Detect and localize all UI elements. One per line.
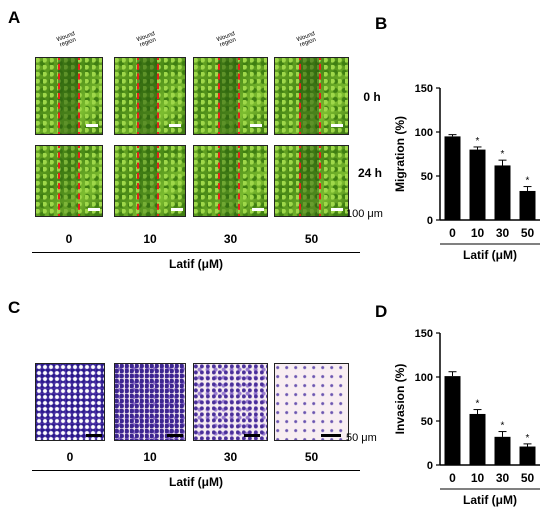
bar (519, 190, 536, 220)
bar (494, 436, 511, 465)
time-label-24h: 24 h (357, 166, 382, 180)
dose-label-30: 30 (223, 232, 238, 246)
divider-line (32, 470, 360, 471)
time-label-0h: 0 h (363, 90, 381, 104)
bar (519, 446, 536, 465)
scratch-image-0uM-24h (35, 145, 103, 217)
wound-region-label: Wound region (216, 31, 237, 49)
invasion-image-50uM (274, 363, 349, 441)
y-tick-label: 150 (415, 328, 433, 340)
panel-letter-a: A (8, 8, 21, 27)
y-tick-label: 150 (415, 83, 433, 95)
significance-marker: * (476, 136, 480, 147)
wound-region-label: Wound region (296, 31, 317, 49)
scratch-image-10uM-0h (114, 57, 186, 135)
x-tick-label: 30 (496, 471, 510, 485)
significance-marker: * (501, 149, 505, 160)
scratch-image-30uM-0h (193, 57, 268, 135)
x-tick-label: 30 (496, 226, 510, 240)
invasion-image-30uM (193, 363, 268, 441)
bar (494, 165, 511, 220)
dose-label-50: 50 (304, 232, 319, 246)
invasion-bar-chart: 0 50 100 150 Invasion (%) 0 * 10 * 30 * 50 Latif (μM… (393, 328, 540, 507)
significance-marker: * (526, 433, 530, 444)
wound-region-label: Wound region (56, 31, 77, 49)
dose-label-10: 10 (143, 232, 157, 246)
dose-label-10: 10 (143, 450, 157, 464)
wound-region-label: Wound region (136, 31, 157, 49)
bar (444, 136, 461, 220)
y-tick-label: 50 (421, 171, 433, 183)
significance-marker: * (476, 399, 480, 410)
panel-letter-d: D (375, 302, 388, 321)
dose-label-30: 30 (223, 450, 238, 464)
invasion-image-10uM (114, 363, 186, 441)
significance-marker: * (526, 176, 530, 187)
dose-label-0: 0 (66, 450, 74, 464)
x-tick-label: 50 (521, 471, 535, 485)
x-tick-label: 0 (449, 226, 456, 240)
x-tick-label: 0 (449, 471, 456, 485)
x-tick-label: 10 (471, 226, 485, 240)
scratch-image-50uM-0h (274, 57, 349, 135)
x-tick-label: 10 (471, 471, 485, 485)
scale-label-c: 50 μm (346, 432, 377, 444)
bar (444, 376, 461, 465)
scratch-image-0uM-0h (35, 57, 103, 135)
scratch-image-50uM-24h (274, 145, 349, 217)
migration-bar-chart: 0 50 100 150 Migration (%) 0 * 10 * 30 * 50 Latif (μ… (393, 83, 540, 262)
scratch-image-30uM-24h (193, 145, 268, 217)
panel-letter-c: C (8, 298, 21, 317)
y-axis-title: Migration (%) (393, 116, 407, 192)
bar (469, 413, 486, 465)
x-axis-title-a: Latif (μM) (169, 257, 223, 271)
bar (469, 149, 486, 220)
dose-label-0: 0 (65, 232, 73, 246)
y-tick-label: 100 (415, 372, 433, 384)
x-axis-title: Latif (μM) (463, 248, 517, 262)
scratch-image-10uM-24h (114, 145, 186, 217)
divider-line (32, 252, 360, 253)
panel-letter-b: B (375, 14, 388, 33)
invasion-image-0uM (35, 363, 105, 441)
y-tick-label: 100 (415, 127, 433, 139)
y-axis-title: Invasion (%) (393, 364, 407, 435)
scale-label-a: 100 μm (346, 208, 383, 220)
dose-label-50: 50 (304, 450, 319, 464)
x-axis-title-c: Latif (μM) (169, 475, 223, 489)
x-axis-title: Latif (μM) (463, 493, 517, 507)
y-tick-label: 0 (427, 215, 433, 227)
y-tick-label: 0 (427, 460, 433, 472)
x-tick-label: 50 (521, 226, 535, 240)
significance-marker: * (501, 421, 505, 432)
y-tick-label: 50 (421, 416, 433, 428)
